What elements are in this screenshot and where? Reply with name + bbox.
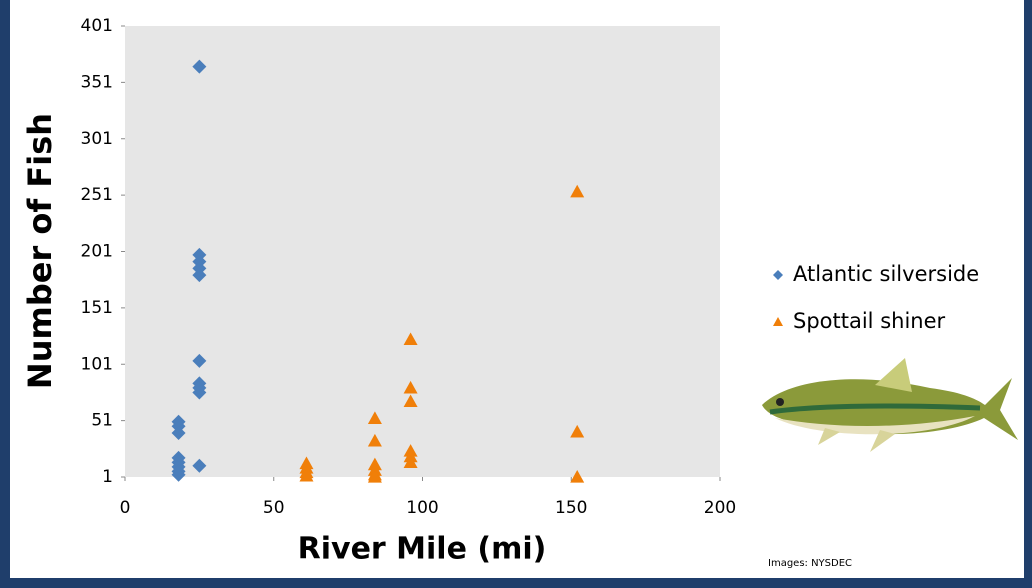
point — [171, 467, 186, 482]
point — [570, 184, 585, 198]
point — [367, 411, 382, 424]
legend-marker — [773, 317, 783, 326]
x-tick-label: 200 — [704, 498, 736, 518]
point — [570, 424, 585, 438]
y-tick-label: 201 — [81, 242, 113, 262]
y-tick-label: 1 — [102, 467, 113, 487]
y-tick-label: 301 — [81, 129, 113, 149]
y-axis-label: Number of Fish — [21, 113, 59, 389]
y-tick-label: 51 — [91, 411, 113, 431]
point — [403, 455, 418, 468]
point — [367, 470, 382, 483]
legend-marker — [773, 270, 783, 280]
legend-label: Spottail shiner — [793, 309, 946, 333]
point — [192, 268, 207, 283]
y-tick-label: 351 — [81, 72, 113, 92]
y-tick-label: 101 — [81, 354, 113, 374]
point — [192, 458, 207, 473]
point — [403, 394, 418, 408]
point — [192, 353, 207, 368]
point — [367, 433, 382, 447]
plot-area — [125, 26, 720, 477]
point — [171, 426, 186, 441]
legend-label: Atlantic silverside — [793, 262, 979, 286]
x-axis-label: River Mile (mi) — [298, 532, 547, 567]
point — [403, 332, 418, 346]
x-tick-label: 50 — [263, 498, 285, 518]
x-tick-label: 0 — [120, 498, 131, 518]
y-tick-label: 251 — [81, 185, 113, 205]
y-tick-label: 401 — [81, 16, 113, 36]
point — [299, 468, 314, 482]
x-tick-label: 100 — [406, 498, 438, 518]
y-tick-label: 151 — [81, 298, 113, 318]
point — [570, 470, 585, 483]
fish-illustration — [762, 358, 1018, 452]
annotation: Images: NYSDEC — [768, 558, 852, 569]
x-tick-label: 150 — [555, 498, 587, 518]
point — [403, 380, 418, 394]
point — [192, 59, 207, 74]
point — [192, 385, 207, 400]
